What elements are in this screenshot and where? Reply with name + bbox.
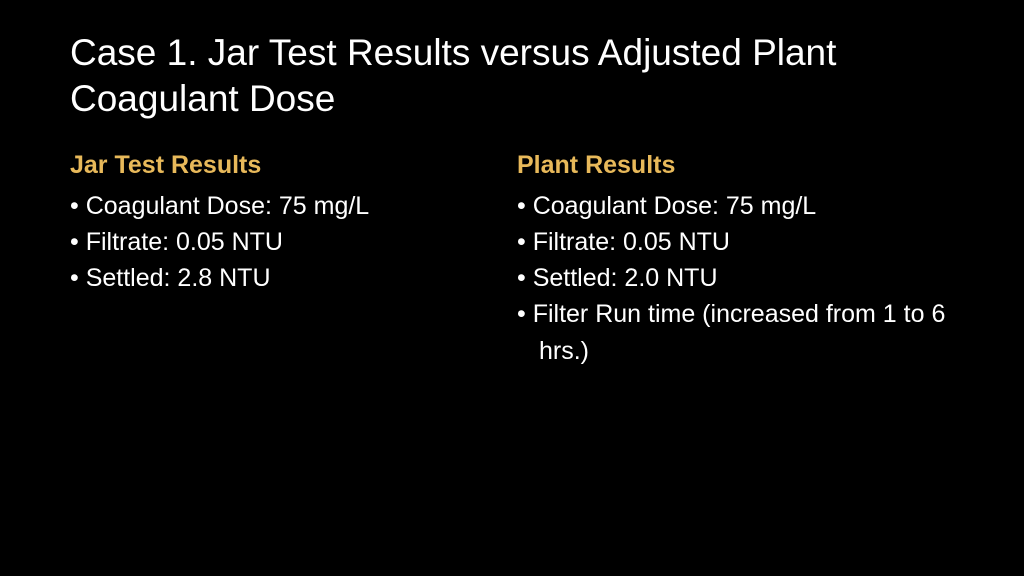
slide-title: Case 1. Jar Test Results versus Adjusted…: [70, 30, 954, 123]
columns-container: Jar Test Results Coagulant Dose: 75 mg/L…: [70, 151, 954, 369]
right-heading: Plant Results: [517, 151, 954, 180]
list-item: Filter Run time (increased from 1 to 6 h…: [517, 296, 954, 369]
list-item: Coagulant Dose: 75 mg/L: [70, 188, 507, 224]
right-list: Coagulant Dose: 75 mg/L Filtrate: 0.05 N…: [517, 188, 954, 369]
right-column: Plant Results Coagulant Dose: 75 mg/L Fi…: [517, 151, 954, 369]
list-item: Settled: 2.0 NTU: [517, 260, 954, 296]
left-heading: Jar Test Results: [70, 151, 507, 180]
list-item: Settled: 2.8 NTU: [70, 260, 507, 296]
list-item: Filtrate: 0.05 NTU: [70, 224, 507, 260]
list-item: Filtrate: 0.05 NTU: [517, 224, 954, 260]
list-item: Coagulant Dose: 75 mg/L: [517, 188, 954, 224]
left-column: Jar Test Results Coagulant Dose: 75 mg/L…: [70, 151, 507, 369]
left-list: Coagulant Dose: 75 mg/L Filtrate: 0.05 N…: [70, 188, 507, 297]
slide: Case 1. Jar Test Results versus Adjusted…: [0, 0, 1024, 576]
